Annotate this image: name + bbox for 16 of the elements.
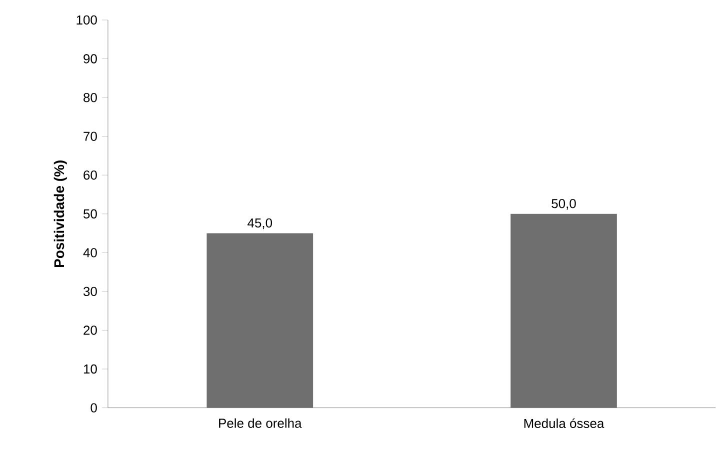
- y-tick-label: 90: [84, 54, 97, 64]
- y-tick-label: 80: [84, 93, 97, 102]
- y-tick-label: 30: [83, 286, 97, 296]
- y-tick-label: 10: [84, 364, 97, 374]
- data-label: 45,0: [248, 218, 272, 230]
- data-label: 50,0: [552, 199, 576, 210]
- x-tick-label: Pele de orelha: [219, 418, 302, 428]
- y-tick-label: 20: [84, 326, 97, 335]
- y-tick-label: 60: [84, 170, 97, 180]
- y-tick-label: 0: [90, 403, 97, 413]
- y-tick-label: 70: [84, 132, 97, 142]
- y-tick-label: 50: [83, 209, 97, 219]
- y-axis-title: Positividade (%): [54, 160, 67, 268]
- y-tick-label: 100: [76, 15, 97, 25]
- y-tick-label: 40: [83, 248, 97, 258]
- x-tick-label: Medula óssea: [524, 418, 604, 428]
